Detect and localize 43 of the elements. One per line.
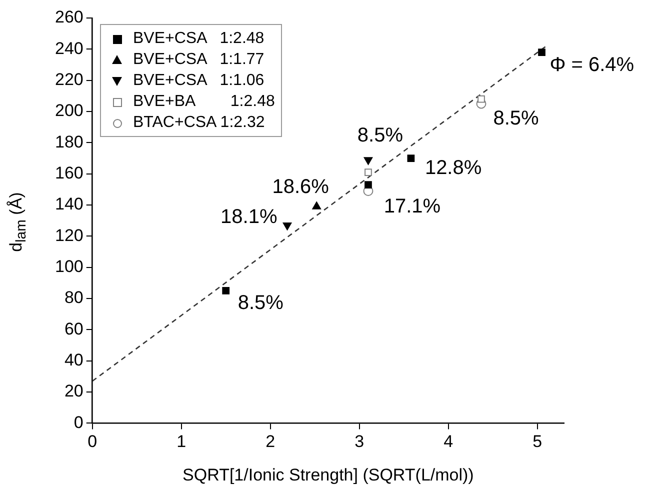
- y-tick-label: 120: [54, 226, 84, 245]
- point: [407, 154, 415, 162]
- y-tick-label: 260: [54, 8, 84, 27]
- x-tick-label: 1: [176, 432, 186, 452]
- y-tick-label: 180: [54, 132, 84, 152]
- point: [282, 222, 292, 230]
- legend-label: BVE+BA 1:2.48: [133, 92, 275, 110]
- y-tick-label: 140: [54, 194, 84, 214]
- y-tick-label: 20: [64, 382, 84, 401]
- annotation: 12.8%: [424, 156, 482, 179]
- x-tick-label: 0: [88, 432, 98, 452]
- legend-label: BVE+CSA 1:1.06: [133, 72, 264, 90]
- y-tick-label: 220: [54, 70, 84, 90]
- x-axis-title: SQRT[1/Ionic Strength] (SQRT(L/mol)): [182, 465, 474, 484]
- y-tick-label: 160: [54, 164, 84, 183]
- point: [538, 48, 546, 56]
- y-tick-label: 80: [64, 288, 84, 308]
- annotation: 8.5%: [357, 124, 404, 146]
- point: [364, 168, 372, 176]
- point: [312, 202, 322, 210]
- x-tick-label: 5: [532, 432, 542, 452]
- annotation: 8.5%: [493, 108, 540, 130]
- annotation: 8.5%: [238, 292, 284, 314]
- annotation: Φ = 6.4%: [550, 54, 634, 76]
- x-tick-label: 2: [266, 432, 276, 452]
- y-tick-label: 40: [64, 350, 84, 370]
- annotation: 18.1%: [220, 206, 278, 228]
- y-tick-label: 0: [74, 412, 84, 432]
- x-tick-label: 3: [354, 432, 364, 452]
- point: [364, 181, 372, 188]
- legend-label: BTAC+CSA 1:2.32: [133, 114, 265, 132]
- y-tick-label: 240: [54, 38, 84, 58]
- y-tick-label: 60: [64, 319, 84, 338]
- annotation: 17.1%: [384, 195, 441, 218]
- point: [364, 157, 373, 165]
- x-tick-label: 4: [444, 432, 454, 452]
- point: [222, 287, 230, 294]
- legend-label: BVE+CSA 1:2.48: [133, 30, 264, 48]
- y-tick-label: 100: [54, 257, 84, 276]
- annotation: 18.6%: [272, 176, 330, 198]
- y-tick-label: 200: [54, 101, 84, 120]
- point: [478, 95, 485, 103]
- legend-label: BVE+CSA 1:1.77: [133, 50, 264, 68]
